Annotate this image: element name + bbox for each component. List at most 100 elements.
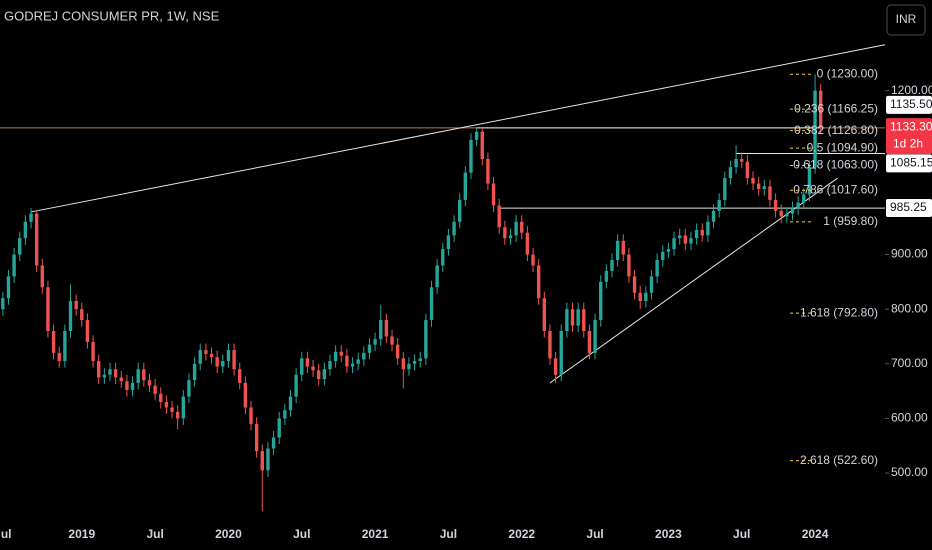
candle-body	[706, 221, 710, 236]
candle-body	[773, 199, 778, 211]
candle-body	[503, 227, 507, 239]
candle-body	[80, 309, 84, 321]
candle-body	[46, 287, 50, 332]
candle-body	[328, 361, 332, 370]
candle-body	[407, 363, 411, 370]
y-tick-label: 700.00	[891, 356, 928, 370]
candle-body	[593, 320, 597, 353]
candle-body	[615, 240, 620, 260]
candle-body	[1, 298, 5, 310]
candle-body	[435, 265, 439, 288]
candle-body	[542, 298, 547, 332]
candle-body	[198, 350, 202, 364]
candle-body	[300, 358, 304, 375]
candle-body	[469, 139, 473, 173]
x-tick-label: 2024	[802, 527, 829, 541]
candle-body	[356, 359, 360, 364]
x-tick-label: 2022	[508, 527, 535, 541]
candle-body	[384, 320, 389, 337]
fib-label: 0 (1230.00)	[817, 66, 878, 80]
currency-label[interactable]: INR	[896, 12, 917, 26]
candle-body	[474, 131, 479, 140]
candle-body	[74, 300, 78, 310]
candle-body	[548, 331, 552, 359]
candle-body	[68, 300, 73, 332]
price-label-box	[886, 198, 932, 217]
candle-body	[85, 320, 90, 342]
candle-body	[582, 309, 586, 332]
x-tick-label: Jul	[0, 527, 11, 541]
candle-body	[424, 320, 428, 359]
candle-body	[751, 178, 755, 184]
candle-body	[395, 344, 400, 359]
candle-body	[339, 351, 343, 356]
fib-label: 0.5 (1094.90)	[807, 140, 878, 154]
drawn-line	[549, 177, 838, 384]
candle-body	[672, 238, 676, 250]
candle-body	[254, 423, 259, 452]
candle-body	[12, 254, 16, 277]
candle-body	[18, 238, 22, 255]
candle-body	[63, 331, 67, 362]
currency-button[interactable]	[886, 4, 926, 36]
y-tick-label: 900.00	[891, 247, 928, 261]
candle-body	[644, 292, 648, 301]
candle-body	[159, 393, 163, 403]
candle-body	[249, 407, 253, 424]
candle-body	[677, 235, 682, 239]
candle-body	[531, 254, 535, 266]
candle-body	[480, 131, 484, 159]
x-tick-label: 2021	[362, 527, 389, 541]
candle-body	[734, 158, 738, 168]
candle-body	[559, 331, 563, 375]
candle-body	[316, 370, 321, 380]
candle-body	[649, 276, 654, 293]
candle-body	[401, 358, 405, 370]
candle-body	[458, 199, 462, 222]
candle-body	[452, 221, 456, 236]
y-tick-label: 600.00	[891, 411, 928, 425]
candle-body	[514, 221, 518, 236]
candle-body	[621, 240, 625, 255]
candle-body	[745, 161, 750, 179]
fib-label: 2.618 (522.60)	[800, 453, 878, 467]
candle-body	[576, 309, 580, 326]
candle-body	[136, 369, 140, 383]
candle-body	[305, 358, 310, 367]
x-tick-label: Jul	[733, 527, 750, 541]
candle-body	[283, 410, 287, 419]
candle-body	[142, 369, 146, 381]
candle-body	[266, 448, 270, 471]
candle-body	[277, 418, 281, 438]
candle-body	[350, 363, 355, 367]
candle-body	[192, 363, 197, 381]
fib-label: 0.786 (1017.60)	[793, 182, 878, 196]
candle-body	[565, 309, 569, 332]
candle-body	[119, 377, 123, 382]
candle-body	[802, 194, 806, 203]
candle-body	[373, 339, 377, 345]
candle-body	[610, 260, 614, 271]
candle-body	[322, 369, 327, 380]
candle-body	[599, 281, 603, 321]
candle-body	[57, 352, 61, 362]
candle-body	[232, 350, 236, 370]
candle-body	[570, 309, 575, 326]
candle-body	[147, 380, 152, 386]
candle-body	[661, 251, 665, 260]
candle-body	[294, 374, 298, 397]
chart-title: GODREJ CONSUMER PR, 1W, NSE	[4, 8, 220, 23]
candle-body	[497, 205, 501, 228]
fib-label: 0.618 (1063.00)	[793, 158, 878, 172]
candle-body	[632, 276, 637, 293]
candle-body	[655, 260, 659, 277]
candle-body	[700, 229, 704, 236]
candle-body	[108, 369, 112, 375]
candle-body	[23, 221, 28, 239]
candle-body	[209, 353, 214, 358]
candle-body	[181, 396, 186, 419]
candle-body	[728, 167, 733, 179]
candle-body	[153, 385, 157, 394]
x-tick-label: Jul	[293, 527, 310, 541]
candle-body	[807, 167, 812, 195]
